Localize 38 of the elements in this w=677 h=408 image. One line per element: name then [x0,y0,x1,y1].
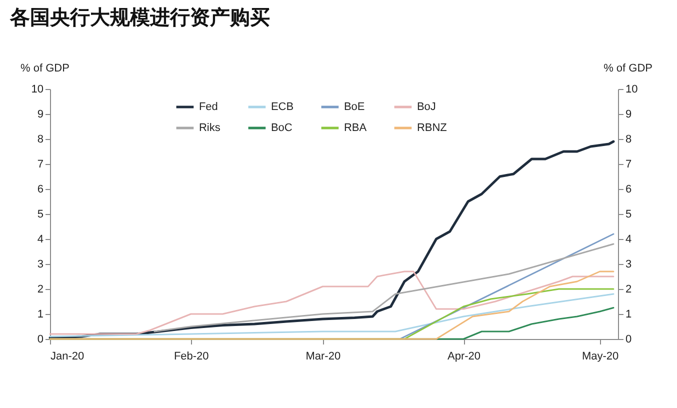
y-axis-title: % of GDP [20,62,70,74]
y2-tick-label: 10 [626,84,638,96]
legend-label: Riks [198,122,221,134]
x-tick-label: Feb-20 [174,350,209,362]
y2-tick-label: 6 [626,184,632,196]
legend-label: BoC [270,122,292,134]
legend-label: Fed [198,101,218,113]
y-tick-label: 5 [37,208,44,220]
y-tick-label: 6 [37,184,44,196]
y2-tick-label: 5 [626,208,632,220]
y2-tick-label: 0 [626,334,632,346]
chart-title: 各国央行大规模进行资产购买 [9,6,270,29]
y-tick-label: 0 [37,334,44,346]
y2-tick-label: 8 [626,134,632,146]
y2-tick-label: 2 [626,284,632,296]
y-tick-label: 10 [31,84,44,96]
legend-label: BoJ [416,101,436,113]
x-tick-label: Mar-20 [306,350,341,362]
legend-label: BoE [344,101,365,113]
y2-axis-title: % of GDP [604,62,652,74]
y2-tick-label: 1 [626,308,632,320]
y2-tick-label: 3 [626,258,632,270]
y-tick-label: 1 [37,308,44,320]
x-tick-label: Apr-20 [447,350,481,362]
y-tick-label: 4 [37,234,44,246]
x-tick-label: May-20 [582,350,619,362]
legend-label: RBA [344,122,368,134]
x-tick-label: Jan-20 [50,350,84,362]
y2-tick-label: 4 [626,234,632,246]
legend-label: ECB [270,101,294,113]
y2-tick-label: 7 [626,158,632,170]
y-tick-label: 9 [37,108,44,120]
legend-label: RBNZ [416,122,448,134]
y2-tick-label: 9 [626,108,632,120]
y-tick-label: 8 [37,134,44,146]
y-tick-label: 7 [37,158,44,170]
y-tick-label: 2 [37,284,44,296]
y-tick-label: 3 [37,258,44,270]
